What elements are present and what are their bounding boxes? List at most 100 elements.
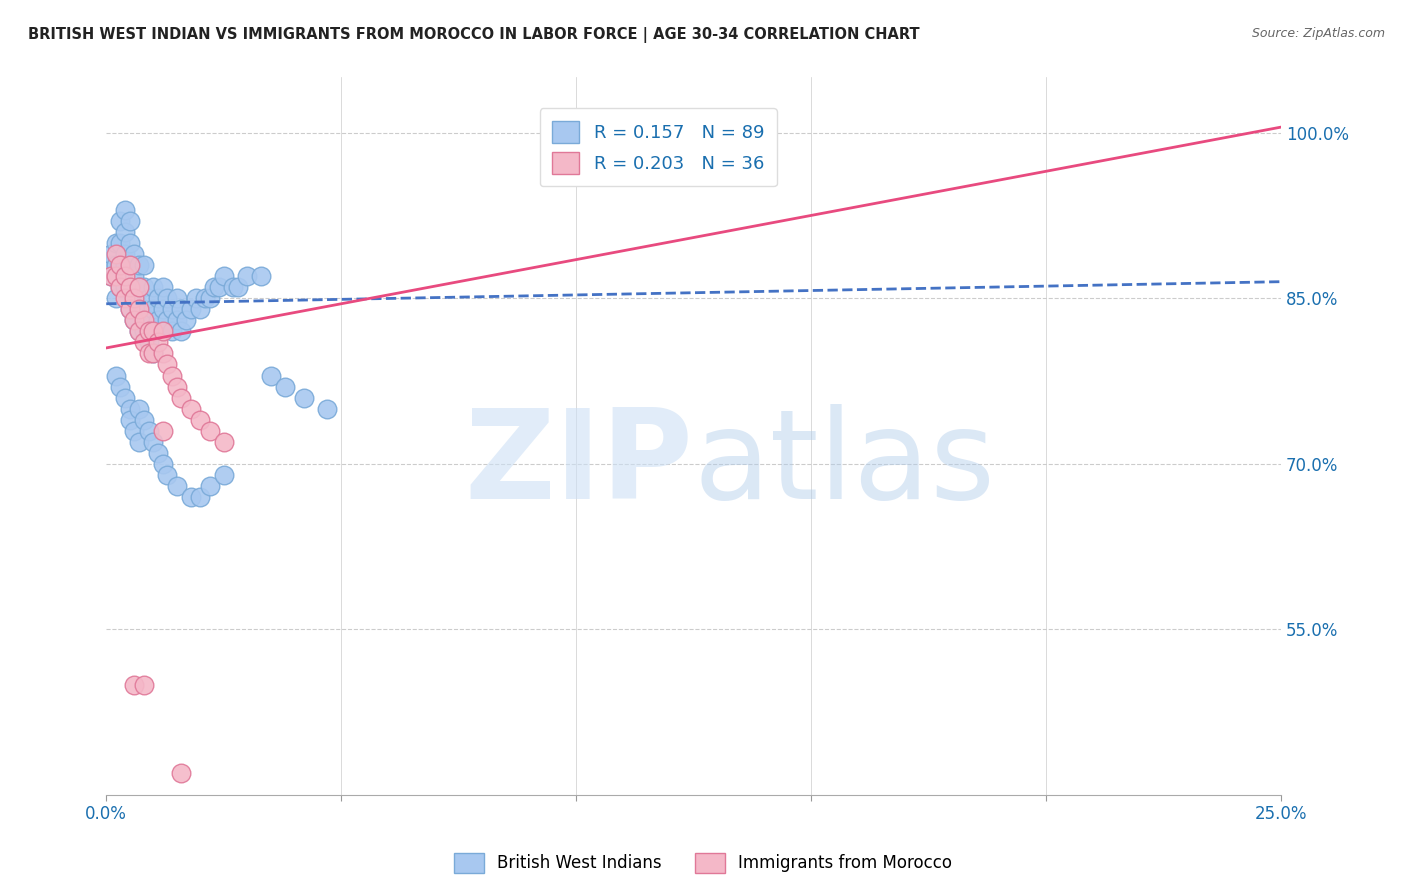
Point [100,247,122,261]
Point [292,391,315,405]
Text: Source: ZipAtlas.com: Source: ZipAtlas.com [1251,27,1385,40]
Point [180,401,202,416]
Point [104,269,127,284]
Point [118,302,141,317]
Point [198,291,221,305]
Point [146,335,169,350]
Text: ZIP: ZIP [465,404,693,525]
Point [156,467,179,482]
Point [142,434,165,449]
Point [132,413,155,427]
Point [128,258,150,272]
Point [152,324,174,338]
Point [198,424,221,438]
Point [202,280,225,294]
Point [132,280,155,294]
Point [152,302,174,317]
Point [226,280,249,294]
Point [146,291,169,305]
Point [180,302,202,317]
Point [250,269,273,284]
Point [138,335,160,350]
Point [222,280,245,294]
Point [114,291,136,305]
Point [124,678,146,692]
Point [104,258,127,272]
Point [152,280,174,294]
Point [114,225,136,239]
Point [180,490,202,504]
Point [114,391,136,405]
Point [100,269,122,284]
Point [132,302,155,317]
Point [138,313,160,327]
Point [132,324,155,338]
Point [118,235,141,250]
Point [128,302,150,317]
Point [114,258,136,272]
Point [104,291,127,305]
Point [100,258,122,272]
Point [138,424,160,438]
Point [142,280,165,294]
Point [132,335,155,350]
Point [208,280,231,294]
Point [124,291,146,305]
Point [188,490,211,504]
Point [128,324,150,338]
Point [142,346,165,360]
Point [100,269,122,284]
Point [132,258,155,272]
Point [118,214,141,228]
Point [160,368,183,383]
Point [124,424,146,438]
Point [146,313,169,327]
Text: atlas: atlas [693,404,995,525]
Point [128,280,150,294]
Point [118,401,141,416]
Point [128,434,150,449]
Point [142,346,165,360]
Legend: R = 0.157   N = 89, R = 0.203   N = 36: R = 0.157 N = 89, R = 0.203 N = 36 [540,108,778,186]
Point [110,258,132,272]
Point [156,291,179,305]
Point [152,424,174,438]
Point [104,235,127,250]
Point [118,258,141,272]
Point [142,302,165,317]
Point [212,269,235,284]
Point [132,313,155,327]
Point [188,302,211,317]
Point [110,280,132,294]
Point [166,313,188,327]
Point [128,280,150,294]
Point [138,346,160,360]
Point [114,247,136,261]
Point [110,235,132,250]
Point [160,324,183,338]
Point [124,313,146,327]
Point [212,434,235,449]
Point [160,302,183,317]
Point [170,302,193,317]
Point [166,479,188,493]
Point [114,202,136,217]
Point [156,313,179,327]
Point [260,368,283,383]
Point [124,247,146,261]
Point [128,401,150,416]
Point [124,269,146,284]
Point [110,214,132,228]
Legend: British West Indians, Immigrants from Morocco: British West Indians, Immigrants from Mo… [447,847,959,880]
Point [166,291,188,305]
Point [138,324,160,338]
Point [104,269,127,284]
Point [138,291,160,305]
Point [118,258,141,272]
Point [194,291,217,305]
Point [142,324,165,338]
Point [146,446,169,460]
Point [170,391,193,405]
Point [114,280,136,294]
Point [118,413,141,427]
